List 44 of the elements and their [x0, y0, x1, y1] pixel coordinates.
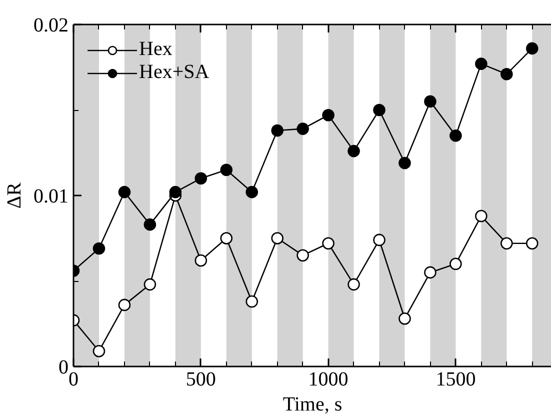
point — [118, 186, 131, 198]
x-tick-label: 500 — [186, 368, 216, 390]
point — [348, 144, 360, 158]
point — [92, 344, 106, 358]
point — [500, 237, 513, 250]
point — [526, 42, 538, 55]
point — [246, 295, 258, 308]
point — [194, 172, 208, 185]
point — [424, 266, 436, 279]
point — [296, 249, 309, 262]
point — [500, 68, 513, 80]
point — [475, 58, 488, 70]
point — [475, 210, 488, 222]
point — [271, 124, 284, 137]
x-tick-label: 1500 — [436, 368, 476, 390]
point — [296, 122, 309, 135]
point — [373, 104, 386, 116]
point — [118, 298, 131, 312]
point — [144, 218, 156, 231]
legend-label: Hex — [139, 38, 172, 61]
point — [169, 186, 182, 198]
point — [424, 95, 436, 108]
point — [194, 254, 208, 267]
y-tick-label: 0.02 — [34, 14, 68, 36]
point — [246, 186, 258, 198]
point — [322, 237, 334, 250]
x-tick-label: 1000 — [308, 368, 348, 390]
point — [450, 258, 462, 270]
y-tick-label: 0.01 — [34, 186, 68, 208]
point — [526, 237, 538, 250]
point — [220, 232, 233, 244]
point — [398, 156, 411, 170]
point — [220, 164, 233, 176]
point — [450, 130, 462, 142]
point — [398, 312, 411, 325]
y-axis-title: ΔR — [4, 182, 26, 209]
point — [348, 278, 360, 291]
point — [92, 242, 106, 255]
point — [271, 232, 284, 244]
point — [322, 108, 334, 122]
point — [373, 234, 386, 246]
point — [144, 278, 156, 291]
x-axis-title: Time, s — [282, 394, 342, 416]
legend-label: Hex+SA — [139, 61, 210, 84]
